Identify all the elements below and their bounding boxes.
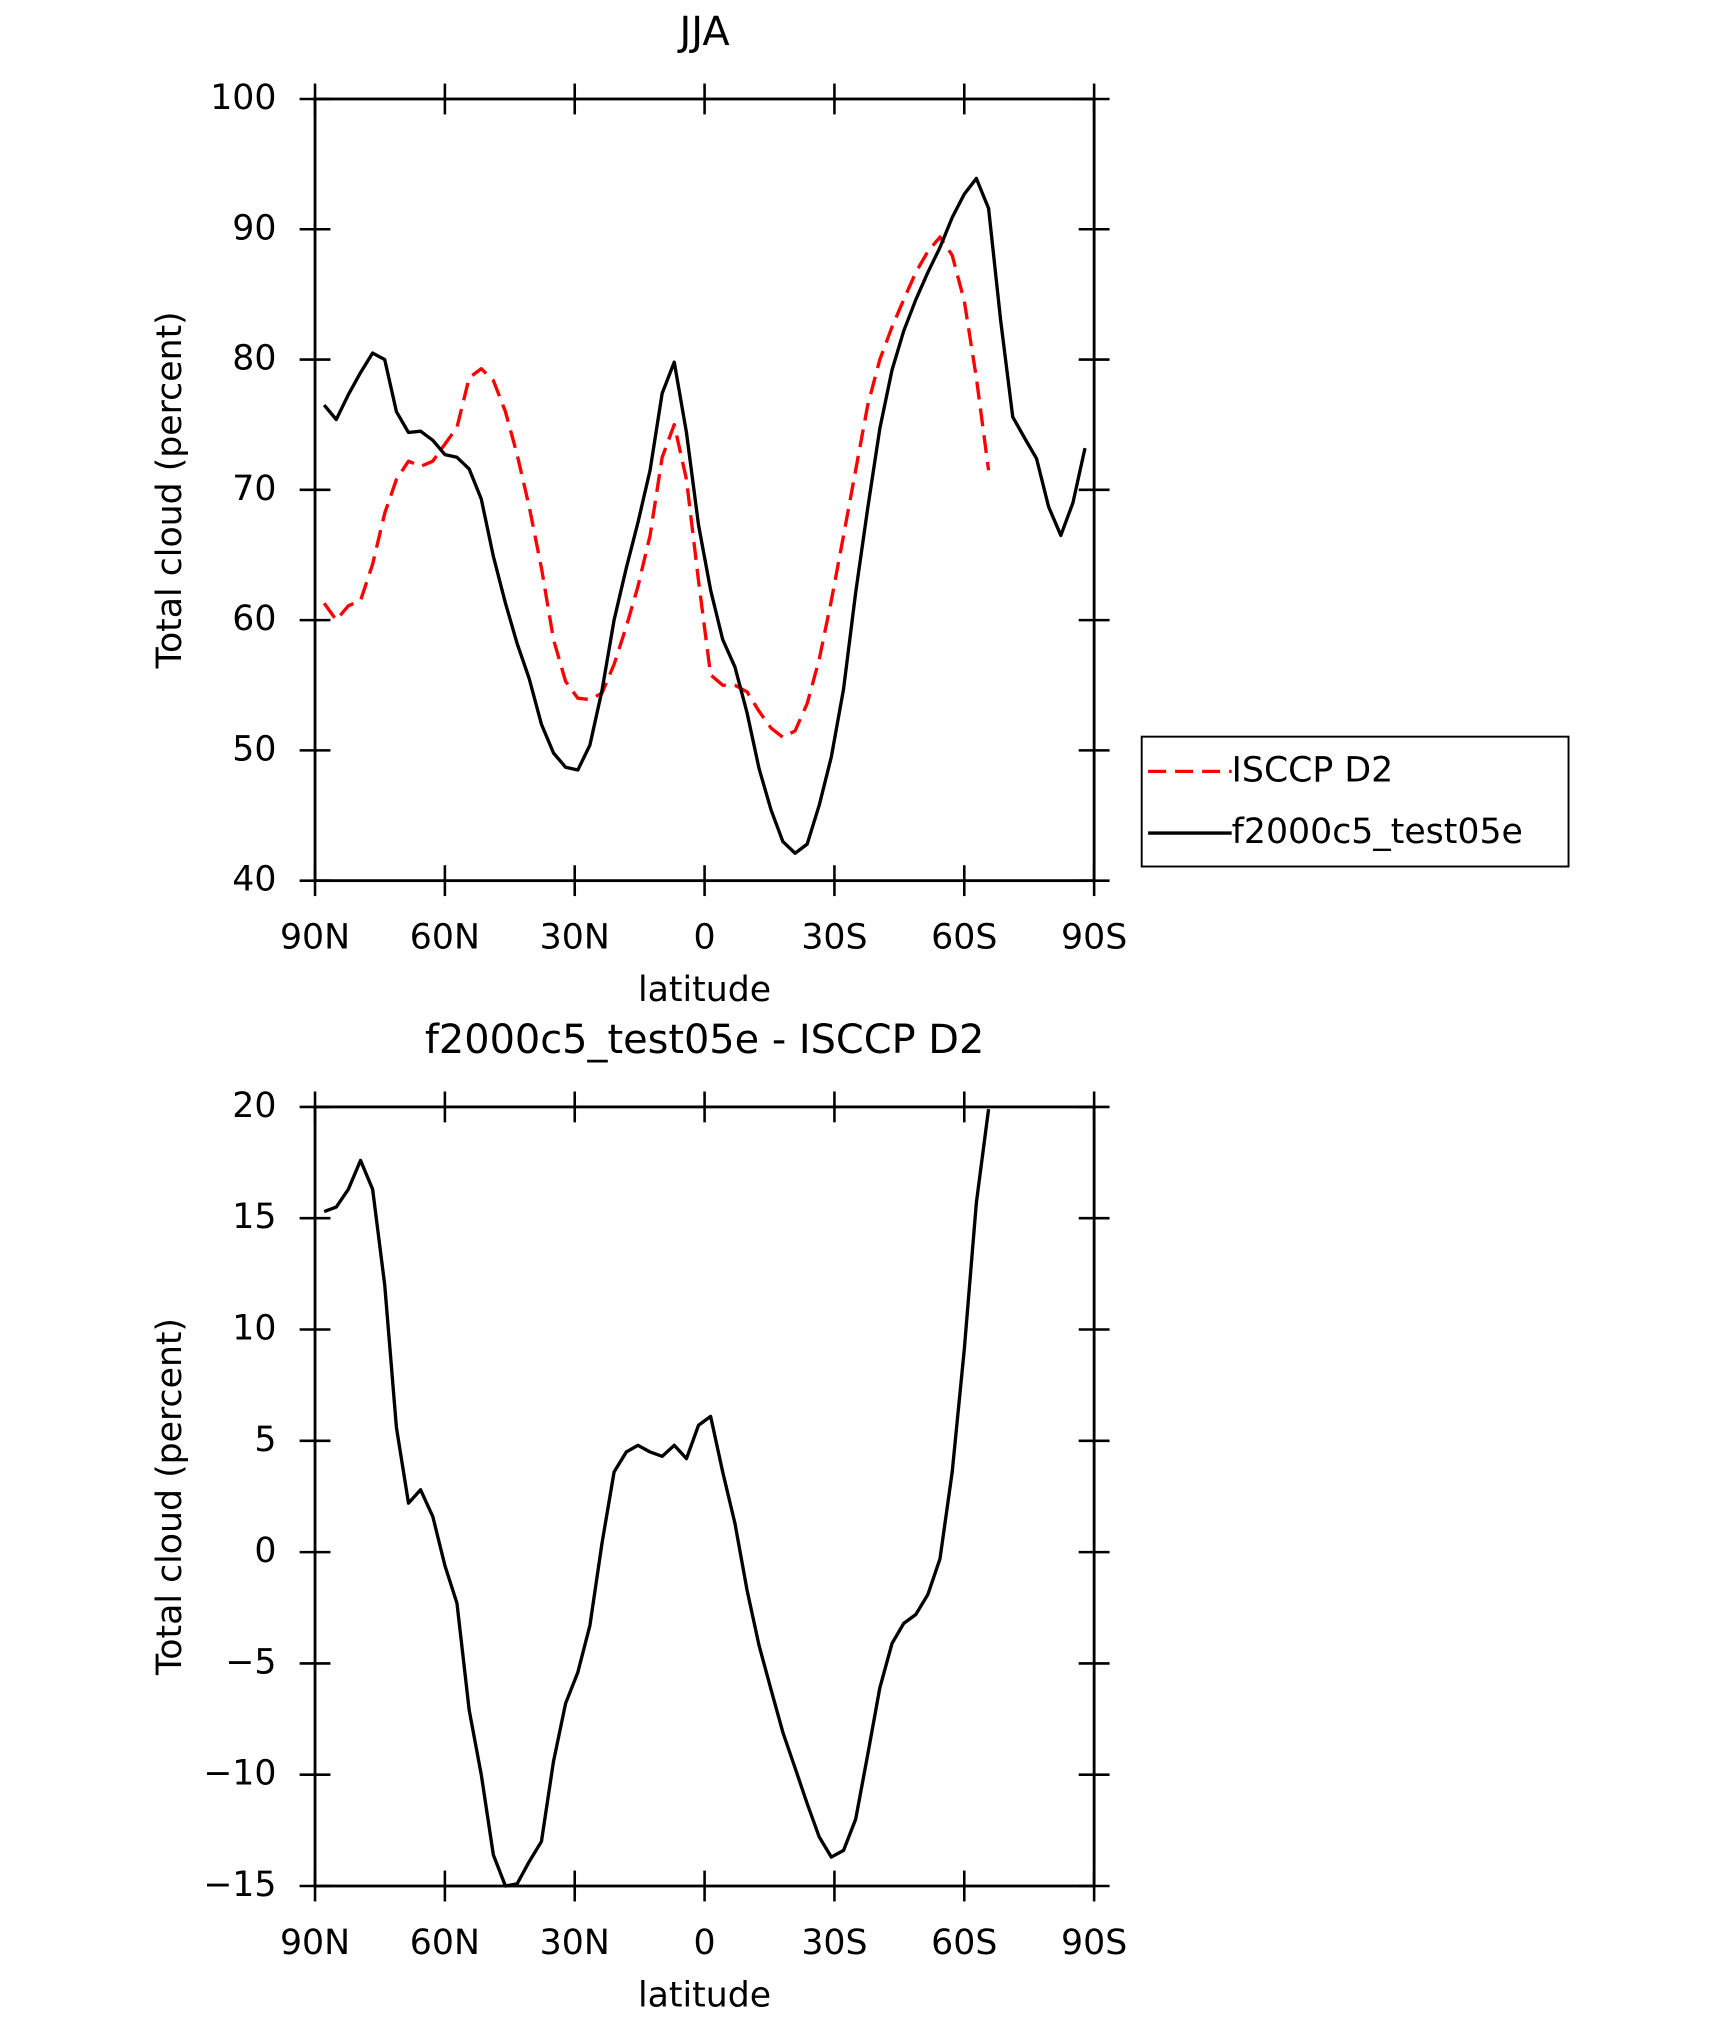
series-line xyxy=(322,176,1087,855)
y-tick-label: 0 xyxy=(254,1531,276,1571)
y-tick-label: 15 xyxy=(232,1197,276,1237)
x-tick-label: 90S xyxy=(1061,1923,1127,1963)
y-tick-label: 20 xyxy=(232,1086,276,1126)
x-tick-label: 90S xyxy=(1061,918,1127,958)
x-tick-label: 0 xyxy=(694,1923,716,1963)
y-tick-label: 80 xyxy=(232,339,276,379)
y-tick-label: 10 xyxy=(232,1309,276,1349)
series-line xyxy=(323,1108,991,1888)
x-tick-label: 0 xyxy=(694,918,716,958)
chart-title: f2000c5_test05e - ISCCP D2 xyxy=(425,1017,984,1063)
panel: JJA latitude Total cloud (percent) 90N 60N 30… xyxy=(150,9,1570,1010)
x-tick-label: 30N xyxy=(540,1923,610,1963)
y-tick-label: 90 xyxy=(232,208,276,248)
x-tick-label: 30S xyxy=(801,1923,867,1963)
plot-frame xyxy=(313,97,1096,883)
legend-label: f2000c5_test05e xyxy=(1232,812,1523,852)
x-tick-label: 90N xyxy=(280,918,350,958)
panel: f2000c5_test05e - ISCCP D2 latitude Total … xyxy=(150,1017,1127,2015)
x-tick-label: 60S xyxy=(931,918,997,958)
y-tick-label: −5 xyxy=(225,1642,276,1682)
y-tick-label: 50 xyxy=(232,729,276,769)
x-axis-label: latitude xyxy=(638,970,771,1010)
x-axis-label: latitude xyxy=(638,1976,771,2016)
legend-label: ISCCP D2 xyxy=(1232,750,1393,790)
chart-title: JJA xyxy=(677,9,730,55)
y-axis-label: Total cloud (percent) xyxy=(150,1318,190,1676)
y-tick-label: −15 xyxy=(203,1865,276,1905)
y-axis-label: Total cloud (percent) xyxy=(150,311,190,669)
x-tick-label: 30S xyxy=(801,918,867,958)
y-tick-label: −10 xyxy=(203,1754,276,1794)
y-tick-label: 60 xyxy=(232,599,276,639)
x-tick-label: 90N xyxy=(280,1923,350,1963)
y-tick-label: 100 xyxy=(210,78,276,118)
plot-frame xyxy=(313,1105,1096,1888)
legend-box xyxy=(1140,735,1570,868)
x-tick-label: 60S xyxy=(931,1923,997,1963)
y-tick-label: 5 xyxy=(254,1420,276,1460)
x-tick-label: 60N xyxy=(410,918,480,958)
x-tick-label: 30N xyxy=(540,918,610,958)
series-line xyxy=(322,235,991,739)
x-tick-label: 60N xyxy=(410,1923,480,1963)
y-tick-label: 70 xyxy=(232,469,276,509)
y-tick-label: 40 xyxy=(232,860,276,900)
